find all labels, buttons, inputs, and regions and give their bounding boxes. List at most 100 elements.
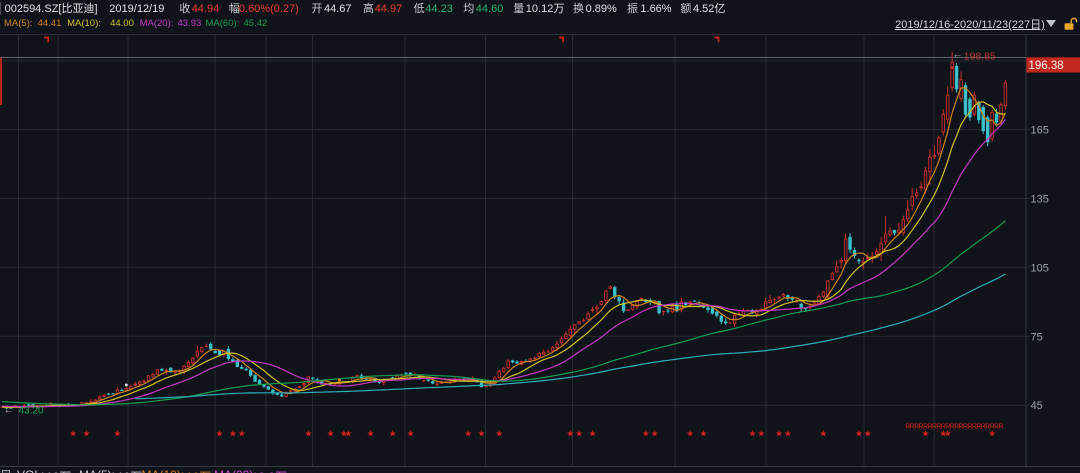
- volume-legend-value: 9.9万: [259, 468, 288, 473]
- quote-field-value: 44.67: [324, 3, 352, 15]
- volume-legend-value: 10万: [46, 468, 71, 473]
- annotations: ← 198.85← 43.20: [4, 49, 996, 416]
- quote-field-label: 开: [311, 3, 323, 15]
- y-axis-label: 45: [1031, 400, 1043, 412]
- event-star-marker[interactable]: ★: [216, 428, 224, 438]
- event-star-marker[interactable]: ★: [113, 428, 121, 438]
- news-flag-icon[interactable]: [714, 36, 720, 39]
- r-day-marker: R: [976, 424, 981, 431]
- event-star-marker[interactable]: ★: [784, 428, 792, 438]
- event-star-marker[interactable]: ★: [775, 428, 783, 438]
- volume-pane-header: VOL:10万 MA(5):10万 MA(10):10万 MA(20):9.9万: [0, 466, 1080, 473]
- r-day-marker: R: [905, 424, 910, 431]
- left-edge-candle-fragment: [0, 58, 2, 105]
- ma-legend-value: 45.42: [243, 18, 268, 29]
- ma-legend-label[interactable]: MA(10):: [67, 18, 101, 29]
- quote-field-value: 44.60: [475, 3, 504, 15]
- event-star-marker[interactable]: ★: [575, 428, 583, 438]
- quote-field-label: 低: [413, 3, 425, 15]
- date-range-selector[interactable]: 2019/12/16-2020/11/23(227日): [895, 17, 1045, 31]
- quote-field-label: 幅: [228, 3, 240, 15]
- volume-legend-label: VOL:: [17, 468, 44, 473]
- event-star-marker[interactable]: ★: [921, 428, 929, 438]
- r-day-marker: R: [927, 424, 932, 431]
- volume-legend-label: MA(20):: [214, 468, 257, 473]
- event-star-marker[interactable]: ★: [327, 428, 335, 438]
- event-star-marker[interactable]: ★: [366, 428, 374, 438]
- ma-line-ma120: [135, 273, 1006, 400]
- event-star-marker[interactable]: ★: [588, 428, 596, 438]
- chart-grid: [0, 34, 1080, 467]
- r-day-marker: R: [919, 424, 924, 431]
- quote-field-value: 44.94: [191, 3, 220, 15]
- unlock-icon[interactable]: [1063, 17, 1079, 31]
- r-day-marker: R: [990, 424, 995, 431]
- event-star-marker[interactable]: ★: [69, 428, 77, 438]
- event-dot: [950, 66, 954, 70]
- quote-field-label: 振: [627, 3, 638, 15]
- r-day-marker: R: [932, 424, 937, 431]
- event-star-marker[interactable]: ★: [229, 428, 237, 438]
- event-star-marker[interactable]: ★: [495, 428, 503, 438]
- quote-field-value: 10.12万: [525, 3, 565, 15]
- event-star-marker[interactable]: ★: [389, 428, 397, 438]
- event-star-marker[interactable]: ★: [855, 428, 863, 438]
- ma-line-ma5: [1, 87, 1006, 409]
- r-day-marker: R: [998, 424, 1003, 431]
- r-day-marker: R: [950, 424, 955, 431]
- event-star-marker[interactable]: ★: [340, 428, 348, 438]
- volume-legend-value: 10万: [186, 468, 211, 473]
- event-star-marker[interactable]: ★: [477, 428, 485, 438]
- r-day-marker: R: [967, 424, 972, 431]
- chevron-down-icon[interactable]: [1046, 20, 1056, 27]
- y-axis-label: 165: [1031, 125, 1049, 137]
- event-star-marker[interactable]: ★: [82, 428, 90, 438]
- event-star-marker[interactable]: ★: [304, 428, 312, 438]
- candles: [0, 51, 1008, 410]
- event-star-marker[interactable]: ★: [464, 428, 472, 438]
- ma-line-ma60: [1, 220, 1006, 406]
- ma-legend-label[interactable]: MA(20):: [139, 18, 174, 29]
- symbol-name[interactable]: 002594.SZ[比亚迪]: [4, 3, 98, 15]
- r-day-marker: R: [910, 424, 915, 431]
- event-star-marker[interactable]: ★: [944, 428, 952, 438]
- r-day-marker: R: [914, 424, 919, 431]
- quote-field-value: 44.23: [425, 3, 453, 15]
- event-star-marker[interactable]: ★: [939, 428, 947, 438]
- event-star-marker[interactable]: ★: [651, 428, 659, 438]
- r-day-marker: R: [985, 424, 990, 431]
- event-dot: [124, 383, 128, 387]
- expand-icon[interactable]: [2, 469, 10, 473]
- quote-field-value: 44.97: [374, 3, 403, 15]
- news-flag-icon[interactable]: [559, 36, 565, 39]
- event-star-marker[interactable]: ★: [757, 428, 765, 438]
- ma-legend-label[interactable]: MA(60):: [205, 18, 240, 29]
- event-star-marker[interactable]: ★: [406, 428, 414, 438]
- ma-legend-label[interactable]: MA(5):: [4, 18, 33, 29]
- y-axis-label: 105: [1031, 262, 1049, 274]
- r-day-marker: R: [941, 424, 946, 431]
- event-star-marker[interactable]: ★: [566, 428, 574, 438]
- quote-field-label: 高: [362, 3, 374, 15]
- event-star-marker[interactable]: ★: [344, 428, 352, 438]
- event-star-marker[interactable]: ★: [819, 428, 827, 438]
- event-star-marker[interactable]: ★: [686, 428, 694, 438]
- quote-field-value: 1.66%: [640, 3, 672, 15]
- date-range-label[interactable]: 2019/12/16-2020/11/23(227日): [895, 19, 1045, 31]
- event-star-marker[interactable]: ★: [864, 428, 872, 438]
- event-star-marker[interactable]: ★: [988, 428, 996, 438]
- arrow-left-icon: ←: [953, 49, 963, 60]
- event-star-marker[interactable]: ★: [748, 428, 756, 438]
- volume-legend-value: 10万: [117, 468, 142, 473]
- arrow-left-icon: ←: [4, 405, 14, 416]
- ma-legend: MA(5): 44.41 MA(10): 44.00 MA(20): 43.93 MA…: [0, 17, 1080, 30]
- quote-field-label: 量: [513, 3, 525, 15]
- event-star-marker[interactable]: ★: [642, 428, 650, 438]
- event-dot: [337, 378, 341, 382]
- y-axis-label: 75: [1031, 331, 1043, 343]
- news-flag-icon[interactable]: [44, 36, 49, 39]
- event-star-marker[interactable]: ★: [238, 428, 246, 438]
- event-star-marker[interactable]: ★: [699, 428, 707, 438]
